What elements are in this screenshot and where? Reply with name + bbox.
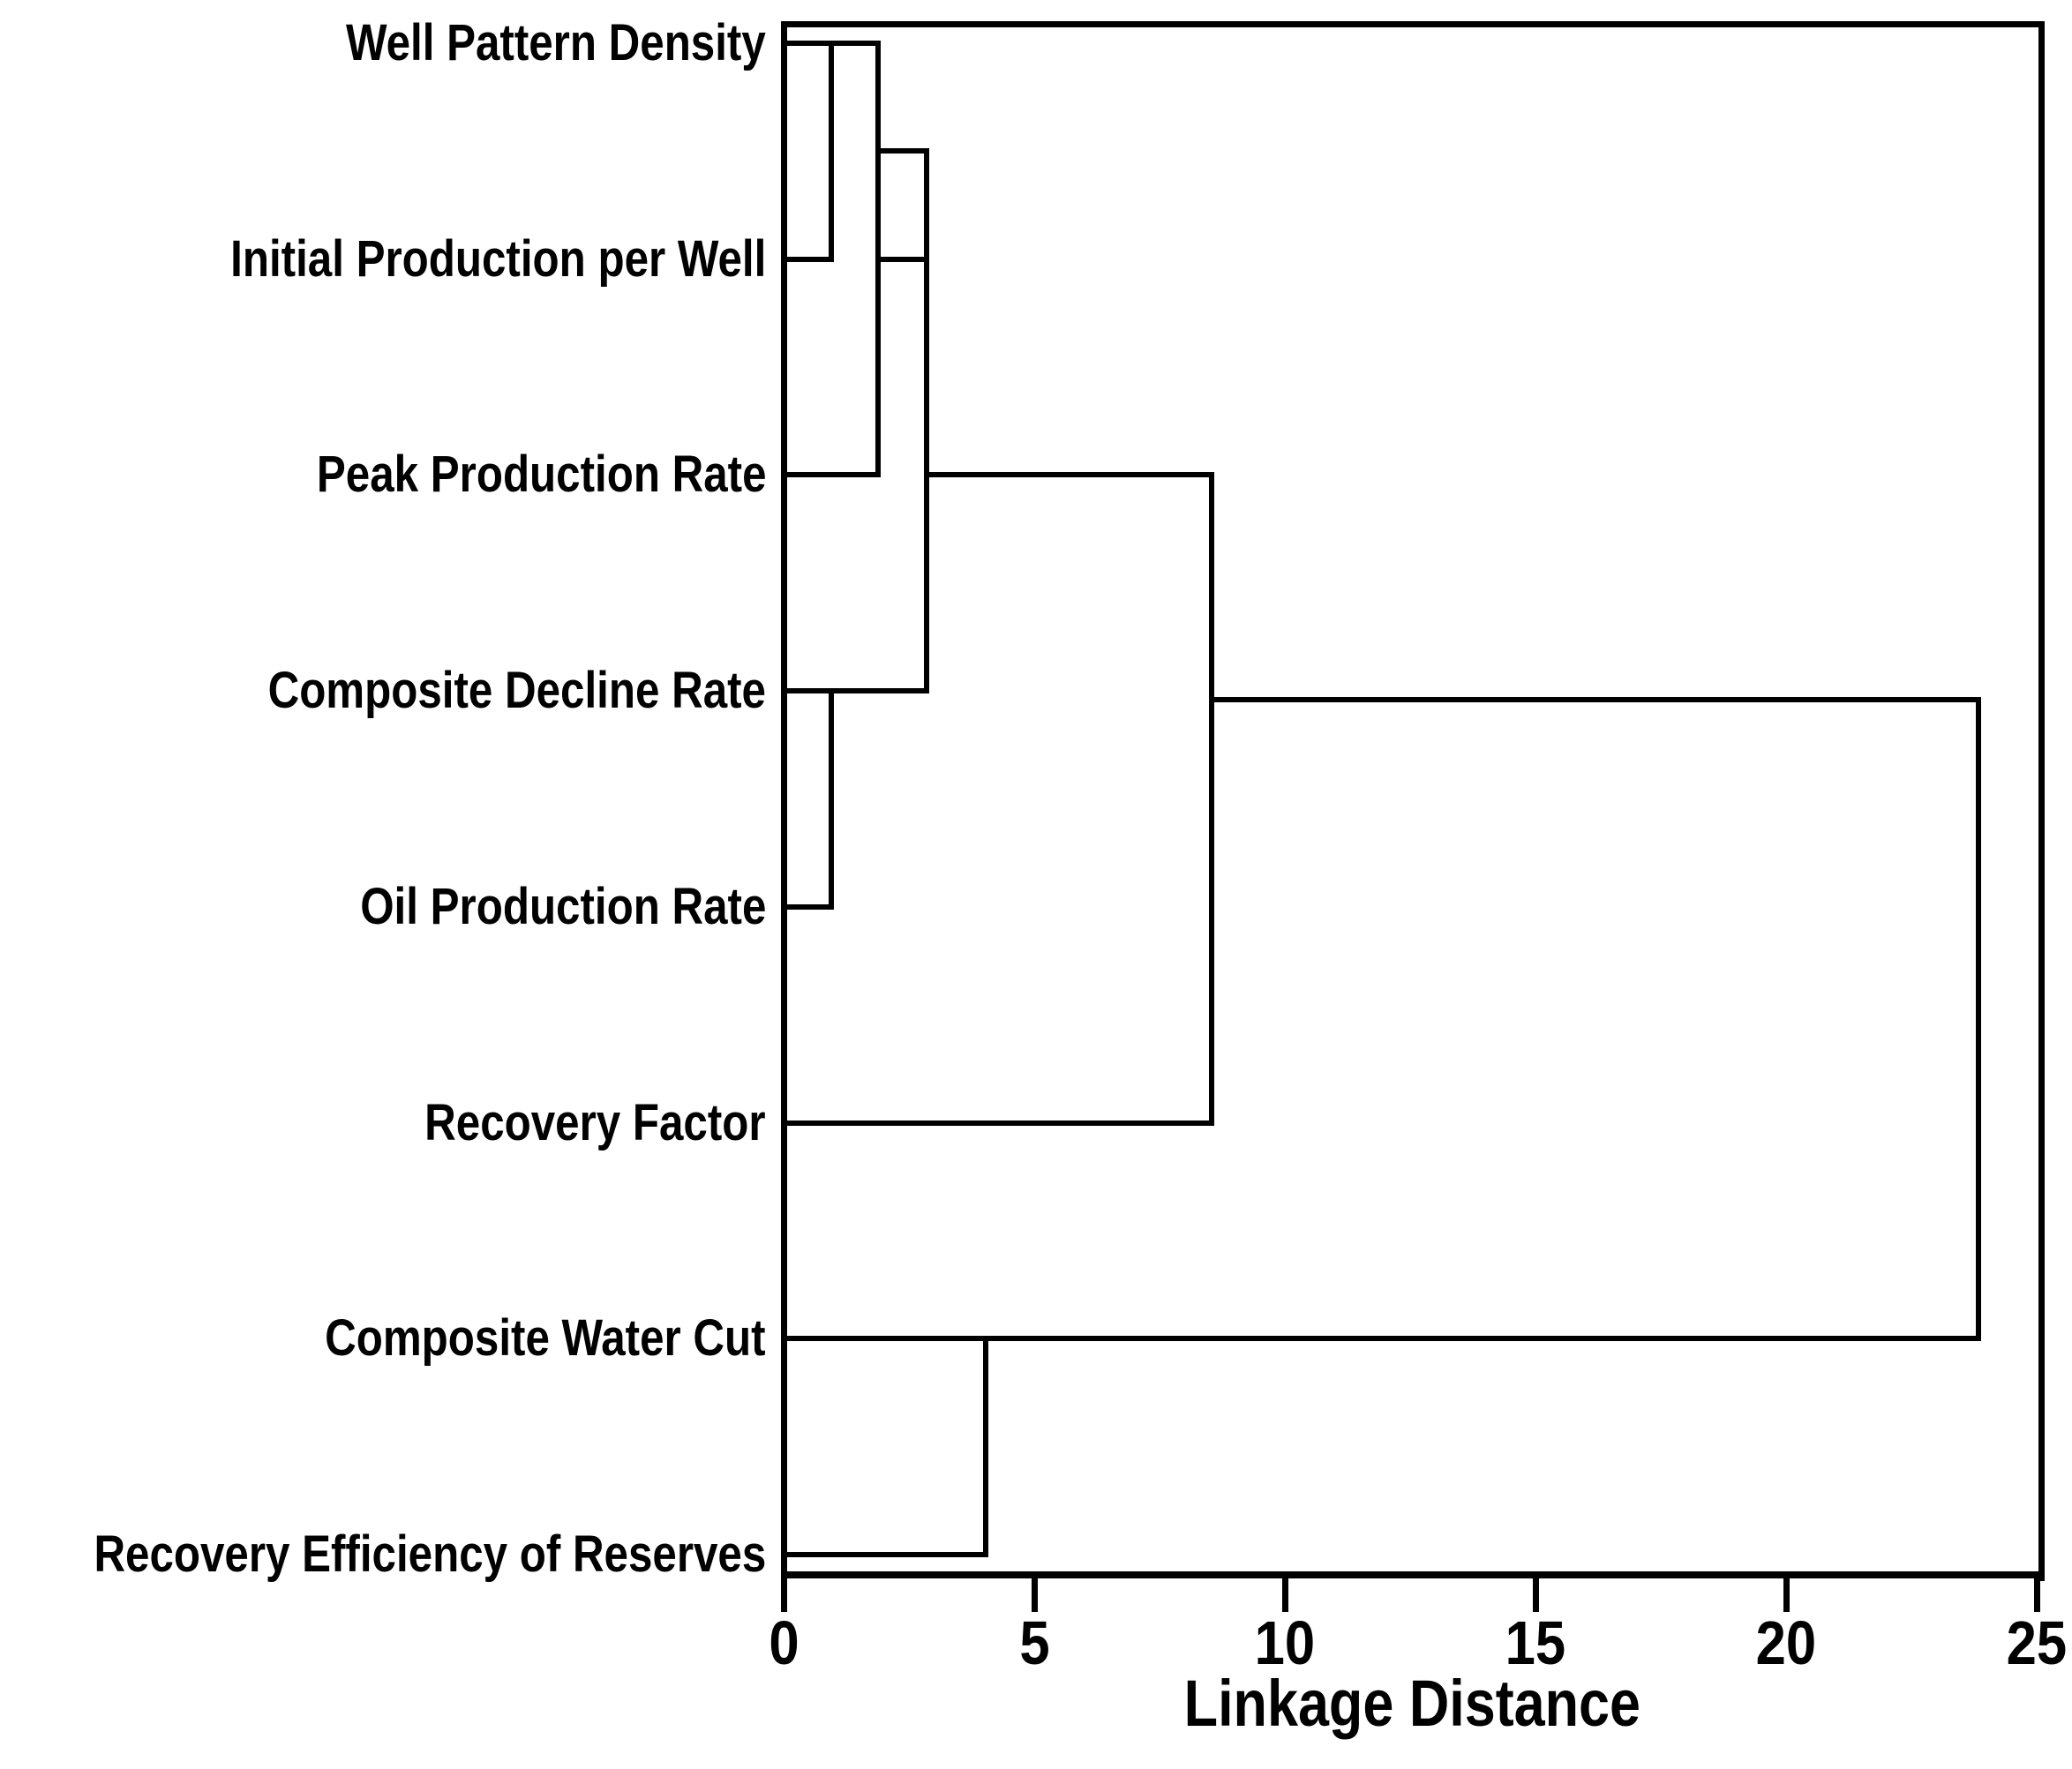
dendro-v-merge-plus-ppr (875, 41, 881, 478)
x-tick-mark-10 (1281, 1578, 1288, 1612)
dendro-h-cluster-line-to-root (1209, 696, 1982, 702)
dendro-v-merge-wpd-ipw (828, 41, 834, 262)
x-axis-title-text: Linkage Distance (1183, 1667, 1641, 1740)
x-tick-mark-15 (1532, 1578, 1539, 1612)
x-tick-label-25: 25 (1948, 1608, 2072, 1678)
leaf-label-text: Peak Production Rate (316, 446, 766, 504)
dendro-h-cluster-line-to-mid-merge (923, 472, 1215, 478)
dendro-h-opr-stem (781, 903, 834, 910)
x-axis-title: Linkage Distance (784, 1666, 2041, 1741)
x-tick-label-15: 15 (1447, 1608, 1624, 1678)
leaf-label-text: Recovery Efficiency of Reserves (94, 1525, 766, 1583)
dendro-v-merge-cdr-opr (828, 688, 834, 910)
dendro-h-rf-stem (781, 1120, 1215, 1126)
dendro-h-ppr-stem (781, 472, 881, 478)
x-tick-label-text: 5 (1018, 1608, 1050, 1677)
dendro-v-root-merge (1976, 696, 1982, 1342)
leaf-label-text: Composite Decline Rate (267, 662, 766, 720)
left-spine (781, 21, 787, 1581)
leaf-label-3: Composite Decline Rate (0, 656, 766, 726)
top-spine (781, 21, 2045, 27)
leaf-label-7: Recovery Efficiency of Reserves (0, 1519, 766, 1590)
dendro-v-merge-cwc-rer (982, 1336, 988, 1557)
dendro-v-merge-top3-cdropr (923, 148, 929, 694)
x-tick-label-text: 15 (1505, 1608, 1566, 1677)
x-tick-label-text: 20 (1755, 1608, 1817, 1677)
dendro-h-ipw-stem (781, 256, 834, 262)
leaf-label-text: Recovery Factor (424, 1093, 766, 1151)
leaf-label-1: Initial Production per Well (0, 224, 766, 295)
leaf-label-4: Oil Production Rate (0, 872, 766, 942)
x-tick-label-text: 0 (768, 1608, 800, 1677)
x-tick-label-0: 0 (695, 1608, 872, 1678)
dendro-h-cwc-stem-to-root (781, 1336, 1982, 1342)
dendro-v-merge-plus-rf (1209, 472, 1215, 1126)
x-tick-label-text: 25 (2006, 1608, 2068, 1677)
dendro-h-rer-stem (781, 1551, 988, 1557)
right-spine (2038, 21, 2045, 1581)
x-tick-label-20: 20 (1698, 1608, 1874, 1678)
leaf-label-text: Oil Production Rate (359, 877, 766, 935)
dendro-h-cdr-stem (781, 688, 929, 694)
bottom-spine (781, 1571, 2045, 1578)
dendro-h-rung-upper (875, 148, 929, 154)
x-tick-mark-25 (2033, 1578, 2040, 1612)
x-tick-label-5: 5 (946, 1608, 1122, 1678)
leaf-label-text: Composite Water Cut (325, 1309, 766, 1368)
x-tick-mark-5 (1031, 1578, 1038, 1612)
leaf-label-2: Peak Production Rate (0, 439, 766, 510)
leaf-label-text: Well Pattern Density (346, 14, 766, 71)
dendro-h-rung-lower (875, 256, 929, 262)
leaf-label-6: Composite Water Cut (0, 1303, 766, 1374)
leaf-label-0: Well Pattern Density (0, 8, 766, 79)
x-tick-label-text: 10 (1254, 1608, 1316, 1677)
x-tick-mark-20 (1783, 1578, 1790, 1612)
leaf-label-text: Initial Production per Well (229, 229, 766, 288)
x-tick-mark-0 (780, 1578, 787, 1612)
x-tick-label-10: 10 (1197, 1608, 1373, 1678)
leaf-label-5: Recovery Factor (0, 1088, 766, 1158)
